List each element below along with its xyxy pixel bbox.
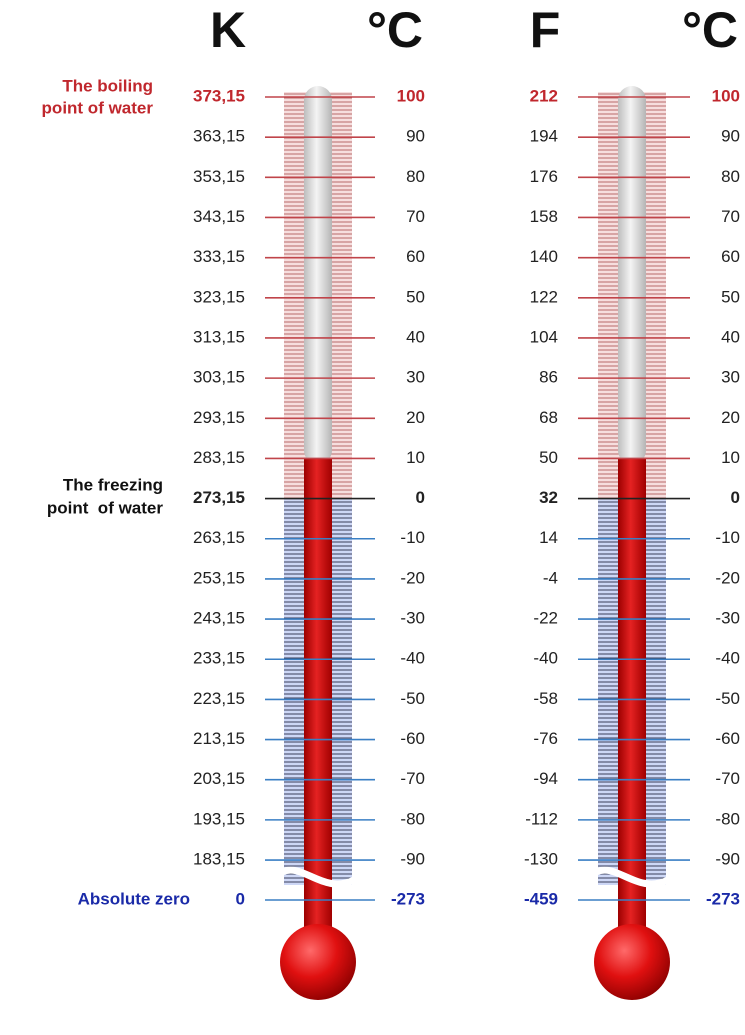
bulb bbox=[594, 924, 670, 1000]
scale-label: 212 bbox=[530, 86, 558, 105]
scale-label: -40 bbox=[533, 649, 558, 668]
scale-label: 213,15 bbox=[193, 729, 245, 748]
scale-label: -30 bbox=[400, 609, 425, 628]
scale-label: 233,15 bbox=[193, 649, 245, 668]
scale-header: °C bbox=[682, 2, 738, 58]
scale-label: 80 bbox=[406, 167, 425, 186]
scale-label: 68 bbox=[539, 408, 558, 427]
scale-label: -90 bbox=[715, 850, 740, 869]
scale-label: 303,15 bbox=[193, 368, 245, 387]
scale-label: -273 bbox=[706, 889, 740, 908]
scale-label: 100 bbox=[397, 86, 425, 105]
scale-label: 20 bbox=[406, 408, 425, 427]
scale-label: 373,15 bbox=[193, 86, 245, 105]
scale-label: 223,15 bbox=[193, 689, 245, 708]
scale-label: 70 bbox=[406, 207, 425, 226]
scale-label: -20 bbox=[715, 568, 740, 587]
scale-label: 122 bbox=[530, 287, 558, 306]
scale-label: 20 bbox=[721, 408, 740, 427]
scale-label: 343,15 bbox=[193, 207, 245, 226]
scale-label: -80 bbox=[715, 809, 740, 828]
scale-label: 313,15 bbox=[193, 327, 245, 346]
scale-label: -70 bbox=[715, 769, 740, 788]
scale-label: 176 bbox=[530, 167, 558, 186]
scale-label: 30 bbox=[406, 368, 425, 387]
scale-header: K bbox=[210, 2, 246, 58]
annotation: Absolute zero bbox=[78, 889, 190, 908]
scale-label: -70 bbox=[400, 769, 425, 788]
scale-label: -10 bbox=[715, 528, 740, 547]
scale-label: -40 bbox=[715, 649, 740, 668]
scale-label: 50 bbox=[721, 287, 740, 306]
scale-label: 100 bbox=[712, 86, 740, 105]
scale-label: -60 bbox=[400, 729, 425, 748]
scale-label: 60 bbox=[721, 247, 740, 266]
scale-label: 86 bbox=[539, 368, 558, 387]
scale-label: 14 bbox=[539, 528, 558, 547]
scale-label: 323,15 bbox=[193, 287, 245, 306]
scale-label: 363,15 bbox=[193, 127, 245, 146]
scale-label: -112 bbox=[525, 809, 558, 828]
scale-label: 90 bbox=[721, 127, 740, 146]
scale-label: 104 bbox=[530, 327, 558, 346]
scale-label: -20 bbox=[400, 568, 425, 587]
scale-label: 194 bbox=[530, 127, 558, 146]
scale-header: F bbox=[530, 2, 561, 58]
glass-tube bbox=[304, 86, 332, 464]
scale-label: 140 bbox=[530, 247, 558, 266]
scale-label: -10 bbox=[400, 528, 425, 547]
content: K °C F °C 373,15 363,15 353,15 343,15 333,15 323,… bbox=[42, 2, 740, 1000]
scale-label: 80 bbox=[721, 167, 740, 186]
scale-label: 0 bbox=[236, 889, 245, 908]
scale-label: -30 bbox=[715, 609, 740, 628]
scale-label: -76 bbox=[533, 729, 558, 748]
scale-label: -22 bbox=[533, 609, 558, 628]
scale-label: 50 bbox=[406, 287, 425, 306]
scale-label: -58 bbox=[533, 689, 558, 708]
scale-label: 0 bbox=[416, 488, 425, 507]
scale-label: 10 bbox=[406, 448, 425, 467]
scale-label: 40 bbox=[406, 327, 425, 346]
scale-label: 32 bbox=[539, 488, 558, 507]
scale-label: 60 bbox=[406, 247, 425, 266]
scale-label: 243,15 bbox=[193, 609, 245, 628]
scale-label: 70 bbox=[721, 207, 740, 226]
scale-label: -4 bbox=[543, 568, 558, 587]
scale-label: 283,15 bbox=[193, 448, 245, 467]
scale-label: -40 bbox=[400, 649, 425, 668]
scale-label: 90 bbox=[406, 127, 425, 146]
annotation: point of water bbox=[42, 98, 154, 117]
scale-label: -80 bbox=[400, 809, 425, 828]
scale-label: 158 bbox=[530, 207, 558, 226]
scale-label: 40 bbox=[721, 327, 740, 346]
scale-label: -50 bbox=[715, 689, 740, 708]
scale-label: -273 bbox=[391, 889, 425, 908]
annotation: The boiling bbox=[62, 76, 153, 95]
scale-label: -130 bbox=[524, 850, 558, 869]
scale-label: -50 bbox=[400, 689, 425, 708]
scale-label: 30 bbox=[721, 368, 740, 387]
scale-label: 273,15 bbox=[193, 488, 245, 507]
scale-label: 183,15 bbox=[193, 850, 245, 869]
annotation: point of water bbox=[47, 498, 164, 517]
glass-tube bbox=[618, 86, 646, 464]
bulb bbox=[280, 924, 356, 1000]
scale-label: 293,15 bbox=[193, 408, 245, 427]
scale-label: 253,15 bbox=[193, 568, 245, 587]
scale-label: -90 bbox=[400, 850, 425, 869]
annotation: The freezing bbox=[63, 475, 163, 494]
scale-label: -94 bbox=[533, 769, 558, 788]
scale-label: 263,15 bbox=[193, 528, 245, 547]
thermometer-diagram: K °C F °C 373,15 363,15 353,15 343,15 333,15 323,… bbox=[0, 0, 745, 1035]
scale-label: 193,15 bbox=[193, 809, 245, 828]
scale-label: 203,15 bbox=[193, 769, 245, 788]
scale-label: 333,15 bbox=[193, 247, 245, 266]
scale-label: 0 bbox=[731, 488, 740, 507]
scale-label: 353,15 bbox=[193, 167, 245, 186]
scale-header: °C bbox=[367, 2, 423, 58]
scale-label: -459 bbox=[524, 889, 558, 908]
scale-label: -60 bbox=[715, 729, 740, 748]
scale-label: 50 bbox=[539, 448, 558, 467]
scale-label: 10 bbox=[721, 448, 740, 467]
